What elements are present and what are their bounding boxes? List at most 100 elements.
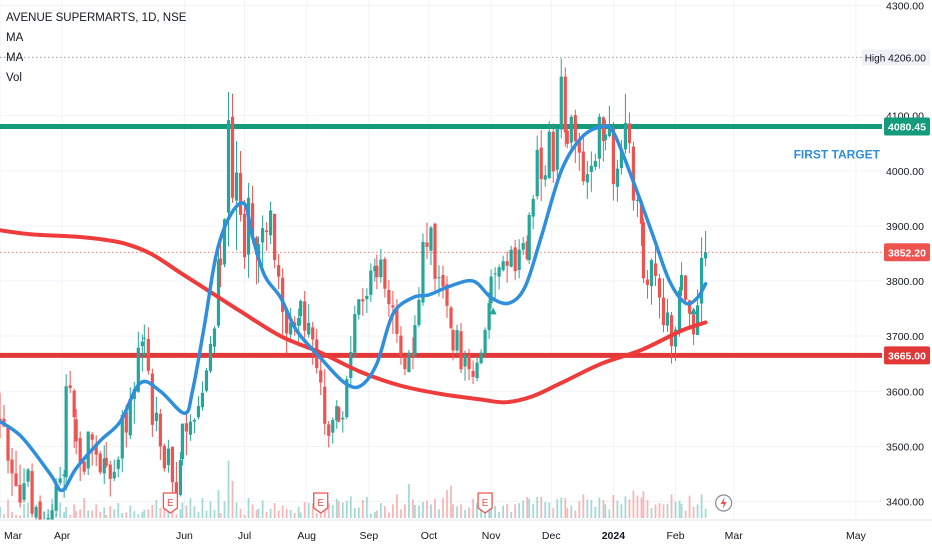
candle-body[interactable] — [417, 299, 421, 326]
candle-body[interactable] — [383, 259, 387, 289]
candle-body[interactable] — [627, 123, 632, 144]
candle-body[interactable] — [425, 242, 429, 247]
candle-body[interactable] — [30, 471, 34, 514]
candle-body[interactable] — [18, 484, 22, 503]
candle-body[interactable] — [128, 398, 132, 436]
candle-body[interactable] — [373, 266, 377, 272]
candle-body[interactable] — [242, 213, 247, 258]
candle-body[interactable] — [547, 131, 551, 178]
candle-body[interactable] — [337, 407, 341, 422]
candle-body[interactable] — [319, 370, 323, 383]
candle-body[interactable] — [26, 469, 30, 482]
candle-body[interactable] — [234, 172, 239, 201]
candle-body[interactable] — [216, 259, 221, 326]
candle-body[interactable] — [327, 424, 331, 436]
candle-body[interactable] — [501, 261, 505, 271]
candle-body[interactable] — [573, 115, 577, 142]
candle-body[interactable] — [673, 329, 678, 347]
candle-body[interactable] — [513, 247, 517, 272]
candle-body[interactable] — [192, 419, 197, 422]
candle-body[interactable] — [603, 134, 607, 140]
candle-body[interactable] — [407, 352, 411, 372]
candle-body[interactable] — [615, 168, 619, 187]
candle-body[interactable] — [108, 464, 112, 479]
candle-body[interactable] — [299, 300, 303, 317]
time-axis[interactable]: Mar Apr Jun Jul Aug Sep Oct Nov Dec 2024 Feb Mar May — [0, 519, 932, 550]
current-price-tag[interactable] — [884, 243, 930, 262]
candle-body[interactable] — [74, 419, 78, 442]
candle-body[interactable] — [323, 386, 327, 424]
candle-body[interactable] — [369, 270, 373, 295]
candle-body[interactable] — [146, 338, 150, 371]
candle-body[interactable] — [150, 373, 154, 425]
candle-body[interactable] — [623, 122, 628, 150]
candle-body[interactable] — [22, 483, 26, 500]
candle-body[interactable] — [102, 458, 106, 474]
candle-body[interactable] — [555, 127, 559, 170]
candle-body[interactable] — [411, 352, 415, 356]
candle-body[interactable] — [399, 335, 403, 356]
candle-body[interactable] — [349, 352, 353, 379]
candle-body[interactable] — [581, 151, 585, 182]
earnings-marker[interactable]: E — [313, 492, 329, 514]
candle-body[interactable] — [341, 417, 345, 420]
candle-body[interactable] — [166, 448, 170, 466]
candle-body[interactable] — [459, 331, 463, 370]
candle-body[interactable] — [531, 198, 535, 217]
candle-body[interactable] — [505, 261, 509, 266]
candle-body[interactable] — [204, 370, 209, 391]
signal-marker[interactable] — [489, 307, 497, 315]
candle-body[interactable] — [391, 305, 395, 308]
candle-body[interactable] — [226, 120, 231, 213]
candle-body[interactable] — [451, 330, 455, 351]
candle-body[interactable] — [441, 274, 445, 287]
signal-marker[interactable] — [690, 307, 698, 315]
candle-body[interactable] — [585, 174, 589, 183]
resistance-price-tag[interactable] — [884, 117, 930, 136]
candle-body[interactable] — [489, 276, 493, 304]
candle-body[interactable] — [68, 385, 72, 388]
candle-body[interactable] — [437, 277, 441, 279]
candle-body[interactable] — [521, 243, 525, 250]
candle-body[interactable] — [403, 355, 407, 370]
candle-body[interactable] — [112, 471, 116, 479]
candle-body[interactable] — [178, 460, 183, 495]
candle-body[interactable] — [421, 241, 425, 303]
candle-body[interactable] — [493, 273, 497, 275]
candle-body[interactable] — [593, 160, 597, 167]
candle-body[interactable] — [6, 427, 10, 461]
candle-body[interactable] — [34, 506, 38, 518]
candle-body[interactable] — [212, 328, 217, 347]
candle-body[interactable] — [641, 222, 646, 279]
candle-body[interactable] — [90, 434, 94, 440]
candle-body[interactable] — [222, 219, 227, 265]
candle-body[interactable] — [375, 265, 379, 278]
candle-body[interactable] — [140, 341, 144, 347]
candle-body[interactable] — [58, 478, 62, 483]
candle-body[interactable] — [331, 419, 335, 433]
ma-fast-line[interactable] — [0, 123, 708, 493]
candle-body[interactable] — [487, 303, 491, 331]
candle-body[interactable] — [250, 203, 255, 237]
candle-body[interactable] — [72, 390, 76, 418]
candle-body[interactable] — [695, 305, 700, 336]
candle-body[interactable] — [357, 299, 361, 315]
candle-body[interactable] — [597, 116, 601, 159]
candle-body[interactable] — [124, 411, 128, 433]
candle-body[interactable] — [631, 146, 636, 201]
candle-body[interactable] — [497, 267, 501, 277]
candle-body[interactable] — [162, 445, 166, 469]
candle-body[interactable] — [429, 227, 433, 251]
candle-body[interactable] — [449, 307, 453, 328]
candle-body[interactable] — [559, 76, 563, 130]
candle-body[interactable] — [311, 327, 315, 340]
candle-body[interactable] — [303, 301, 307, 331]
candle-body[interactable] — [563, 76, 567, 133]
candle-body[interactable] — [208, 343, 213, 371]
candle-body[interactable] — [54, 483, 58, 511]
candle-body[interactable] — [0, 418, 2, 421]
candle-body[interactable] — [170, 446, 174, 483]
candle-body[interactable] — [277, 265, 281, 277]
